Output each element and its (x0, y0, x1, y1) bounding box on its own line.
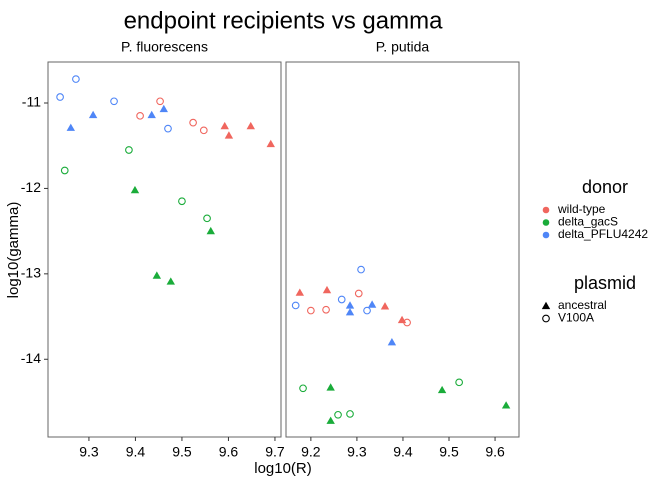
point (60, 166, 69, 175)
panel-title: P. fluorescens (121, 39, 208, 55)
y-axis-label: log10(gamma) (5, 202, 22, 299)
point (220, 121, 229, 130)
y-tick-label: -13 (21, 265, 41, 281)
point (136, 111, 144, 120)
point (166, 277, 175, 285)
legend-label: delta_gacS (558, 215, 618, 229)
point (397, 315, 407, 324)
point (346, 410, 354, 418)
point (125, 146, 133, 154)
point (152, 271, 162, 279)
x-tick-label: 9.5 (172, 444, 192, 460)
x-axis-label: log10(R) (254, 460, 312, 477)
legend-key (542, 219, 550, 226)
point (322, 285, 332, 294)
y-tick-label: -12 (21, 179, 41, 195)
legend-title: plasmid (574, 273, 636, 293)
point (66, 123, 75, 131)
legend-label: delta_PFLU4242 (558, 227, 648, 241)
point (295, 288, 305, 296)
point (354, 289, 363, 298)
point (130, 185, 140, 194)
panel-border (47, 61, 282, 438)
point (206, 226, 215, 235)
point (307, 306, 315, 315)
legend-key (541, 301, 551, 310)
x-tick-label: 9.6 (485, 444, 505, 460)
point (72, 75, 80, 83)
legend-key (542, 206, 550, 214)
point (345, 301, 355, 309)
x-tick-label: 9.7 (265, 444, 285, 460)
legend-label: wild-type (557, 202, 606, 216)
point (178, 197, 186, 206)
point (337, 295, 346, 304)
y-tick-label: -14 (21, 350, 41, 366)
point (164, 124, 172, 133)
point (363, 306, 371, 315)
x-tick-label: 9.3 (79, 444, 99, 460)
point (326, 416, 335, 424)
point (357, 265, 365, 274)
legend-label: V100A (558, 311, 594, 325)
point (322, 305, 330, 314)
point (380, 302, 390, 310)
point (387, 337, 397, 346)
point (110, 97, 118, 106)
point (199, 126, 208, 135)
legend-key (542, 314, 550, 323)
y-tick-label: -11 (22, 94, 41, 110)
point (437, 385, 447, 394)
point (291, 301, 300, 310)
point (88, 110, 98, 119)
point (334, 410, 342, 419)
point (56, 93, 64, 101)
point (189, 118, 197, 127)
legend-title: donor (582, 177, 628, 197)
point (367, 300, 377, 308)
x-tick-label: 9.3 (347, 444, 367, 460)
point (159, 104, 169, 113)
x-tick-label: 9.5 (439, 444, 459, 460)
legend-label: ancestral (558, 298, 607, 312)
x-tick-label: 9.4 (126, 444, 146, 460)
x-tick-label: 9.6 (219, 444, 239, 460)
point (345, 308, 355, 316)
point (156, 97, 164, 106)
point (224, 131, 234, 139)
x-tick-label: 9.2 (301, 444, 321, 460)
point (455, 378, 463, 387)
chart-title: endpoint recipients vs gamma (124, 7, 443, 34)
point (501, 401, 511, 409)
point (266, 139, 275, 148)
point (203, 214, 211, 223)
point (246, 121, 255, 130)
panel-border (285, 61, 520, 438)
point (299, 384, 307, 393)
panel-title: P. putida (376, 39, 430, 55)
x-tick-label: 9.4 (393, 444, 413, 460)
legend-key (542, 231, 550, 239)
point (326, 383, 335, 391)
point (147, 110, 156, 119)
